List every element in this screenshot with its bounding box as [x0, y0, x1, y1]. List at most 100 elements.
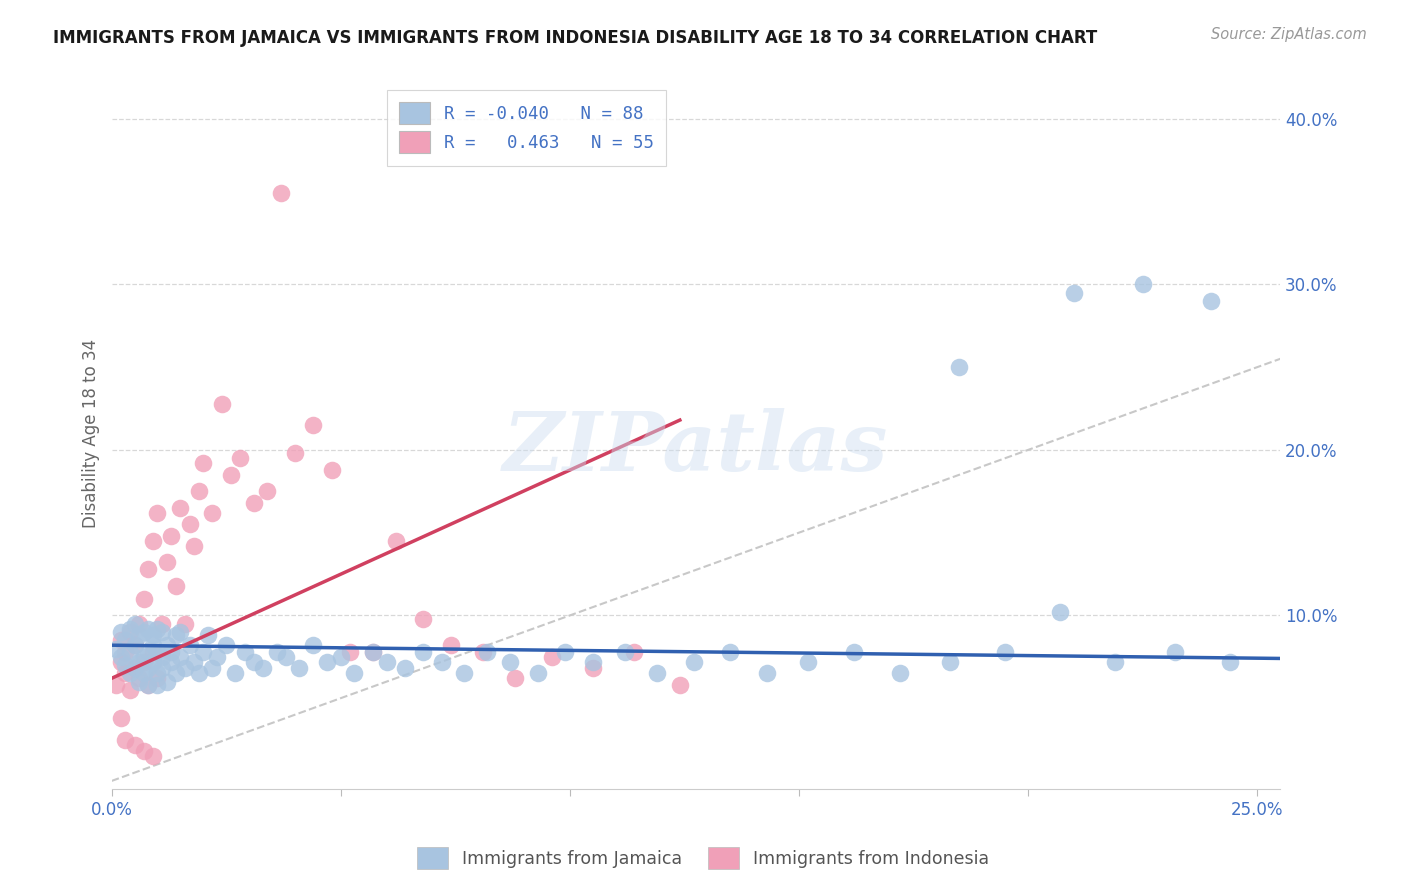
- Point: [142, 645, 165, 659]
- Point: [384, 533, 406, 548]
- Point: [128, 671, 150, 685]
- Point: [187, 484, 209, 499]
- Point: [183, 655, 205, 669]
- Point: [118, 645, 141, 659]
- Point: [266, 645, 288, 659]
- Point: [412, 612, 434, 626]
- Point: [136, 661, 159, 675]
- Point: [339, 645, 361, 659]
- Point: [114, 732, 136, 747]
- Point: [110, 711, 132, 725]
- Y-axis label: Disability Age 18 to 34: Disability Age 18 to 34: [83, 339, 100, 528]
- Text: IMMIGRANTS FROM JAMAICA VS IMMIGRANTS FROM INDONESIA DISABILITY AGE 18 TO 34 COR: IMMIGRANTS FROM JAMAICA VS IMMIGRANTS FR…: [53, 29, 1098, 46]
- Point: [124, 661, 146, 675]
- Point: [142, 749, 165, 764]
- Point: [229, 451, 252, 466]
- Point: [155, 556, 177, 570]
- Point: [155, 674, 177, 689]
- Point: [169, 649, 191, 664]
- Point: [150, 616, 173, 631]
- Point: [1063, 285, 1085, 300]
- Point: [1132, 277, 1154, 292]
- Point: [718, 645, 741, 659]
- Point: [128, 674, 150, 689]
- Point: [948, 360, 970, 375]
- Point: [146, 506, 169, 520]
- Point: [440, 638, 463, 652]
- Point: [302, 418, 325, 433]
- Point: [146, 666, 169, 681]
- Point: [201, 661, 224, 675]
- Point: [321, 463, 343, 477]
- Point: [219, 467, 242, 482]
- Text: ZIPatlas: ZIPatlas: [503, 408, 889, 488]
- Point: [256, 484, 278, 499]
- Point: [252, 661, 274, 675]
- Point: [669, 678, 692, 692]
- Point: [146, 622, 169, 636]
- Point: [197, 628, 219, 642]
- Point: [174, 616, 197, 631]
- Point: [994, 645, 1017, 659]
- Point: [146, 671, 169, 685]
- Point: [1104, 655, 1126, 669]
- Point: [114, 645, 136, 659]
- Point: [136, 645, 159, 659]
- Point: [375, 655, 398, 669]
- Point: [118, 622, 141, 636]
- Point: [142, 655, 165, 669]
- Point: [118, 682, 141, 697]
- Point: [1164, 645, 1187, 659]
- Point: [132, 649, 155, 664]
- Point: [114, 658, 136, 673]
- Point: [613, 645, 636, 659]
- Point: [110, 655, 132, 669]
- Point: [136, 678, 159, 692]
- Point: [842, 645, 865, 659]
- Legend: Immigrants from Jamaica, Immigrants from Indonesia: Immigrants from Jamaica, Immigrants from…: [409, 840, 997, 876]
- Point: [128, 616, 150, 631]
- Point: [110, 624, 132, 639]
- Point: [471, 645, 494, 659]
- Point: [124, 638, 146, 652]
- Point: [682, 655, 704, 669]
- Point: [132, 666, 155, 681]
- Point: [132, 591, 155, 606]
- Point: [124, 661, 146, 675]
- Point: [288, 661, 311, 675]
- Point: [165, 628, 187, 642]
- Point: [205, 649, 228, 664]
- Point: [412, 645, 434, 659]
- Point: [142, 533, 165, 548]
- Point: [155, 638, 177, 652]
- Point: [430, 655, 453, 669]
- Point: [105, 678, 128, 692]
- Point: [165, 579, 187, 593]
- Point: [160, 645, 183, 659]
- Point: [179, 517, 201, 532]
- Point: [174, 661, 197, 675]
- Point: [150, 624, 173, 639]
- Point: [201, 506, 224, 520]
- Point: [211, 396, 233, 410]
- Point: [132, 655, 155, 669]
- Point: [453, 666, 475, 681]
- Point: [755, 666, 778, 681]
- Point: [1049, 605, 1071, 619]
- Point: [284, 446, 307, 460]
- Point: [499, 655, 522, 669]
- Point: [233, 645, 256, 659]
- Point: [150, 649, 173, 664]
- Point: [136, 562, 159, 576]
- Point: [187, 666, 209, 681]
- Point: [1219, 655, 1241, 669]
- Point: [645, 666, 668, 681]
- Point: [623, 645, 645, 659]
- Point: [242, 496, 264, 510]
- Point: [361, 645, 384, 659]
- Point: [165, 666, 187, 681]
- Point: [142, 628, 165, 642]
- Point: [160, 529, 183, 543]
- Point: [132, 744, 155, 758]
- Point: [150, 661, 173, 675]
